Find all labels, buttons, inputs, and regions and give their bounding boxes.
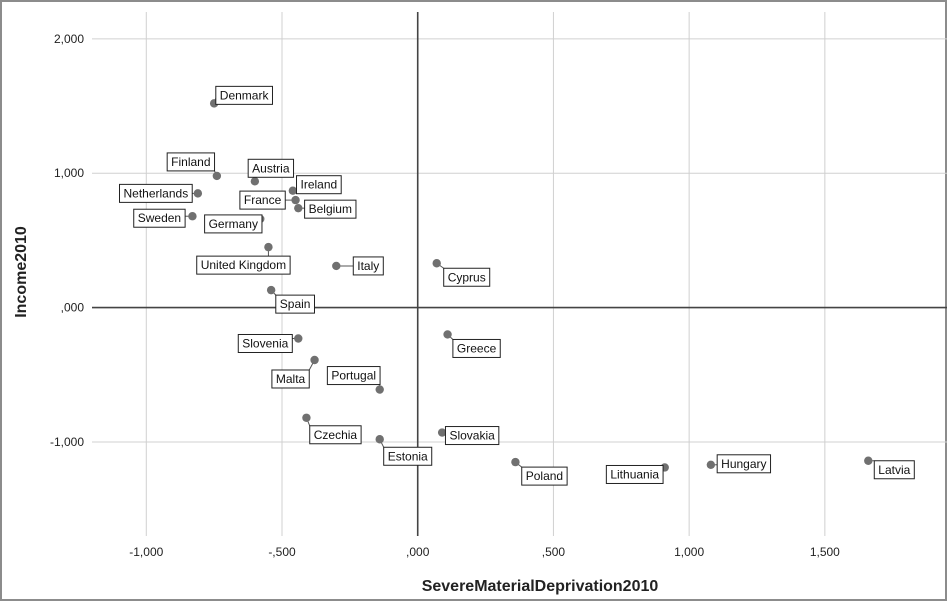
point-label-box (605, 464, 664, 484)
point-label-text: Poland (526, 469, 563, 483)
point-label-box (352, 256, 384, 276)
point-label-text: United Kingdom (201, 258, 286, 272)
x-tick-label: ,000 (406, 545, 430, 559)
point-label-box (166, 152, 216, 172)
data-point (864, 456, 873, 465)
point-labels: Denmark Finland Austria Netherlands Ireland F… (118, 85, 915, 486)
point-label-text: Denmark (220, 88, 270, 102)
point-label-text: Austria (252, 161, 290, 175)
data-point (375, 435, 384, 444)
point-label-box (873, 460, 915, 480)
point-label-text: Slovakia (449, 429, 495, 443)
point-label-box (452, 338, 501, 358)
point-label-text: Germany (209, 217, 258, 231)
data-point (706, 460, 716, 469)
data-point (291, 195, 300, 205)
x-tick-label: 1,500 (810, 545, 840, 559)
data-point (310, 355, 319, 365)
data-point (432, 259, 441, 268)
data-point (188, 212, 197, 221)
point-label-text: Italy (357, 259, 379, 273)
point-label-text: Spain (280, 297, 311, 311)
data-point (511, 457, 520, 467)
point-label-box (296, 175, 342, 195)
data-point (302, 413, 311, 422)
point-label-box (247, 158, 295, 178)
point-label-box (271, 369, 310, 389)
point-label-text: Czechia (314, 428, 358, 442)
point-label-box (275, 294, 315, 314)
point-label-box (204, 214, 263, 234)
data-point (375, 385, 384, 394)
point-label-box (521, 466, 568, 486)
point-label-box (716, 454, 772, 474)
y-tick-label: -1,000 (50, 435, 84, 449)
data-point (294, 334, 303, 343)
point-label-text: Ireland (301, 178, 338, 192)
y-tick-label: 2,000 (54, 32, 84, 46)
data-point (437, 428, 447, 437)
point-label-text: Lithuania (610, 467, 659, 481)
point-label-box (326, 366, 381, 386)
point-label-box (309, 425, 362, 445)
y-tick-label: ,000 (61, 301, 85, 315)
point-label-text: Estonia (388, 449, 428, 463)
point-label-text: France (244, 193, 282, 207)
x-tick-label: -1,000 (129, 545, 163, 559)
point-label-box (215, 85, 273, 105)
data-point (250, 177, 260, 186)
leader-lines (185, 86, 875, 468)
point-label-box (443, 267, 491, 287)
point-label-text: Malta (276, 372, 306, 386)
point-label-box (196, 255, 291, 275)
x-tick-label: -,500 (268, 545, 296, 559)
data-point (443, 330, 452, 339)
y-axis-title: Income2010 (13, 226, 30, 318)
data-point (264, 242, 273, 252)
x-tick-label: ,500 (542, 545, 566, 559)
point-label-text: Hungary (721, 457, 766, 471)
point-label-box (118, 183, 193, 203)
x-tick-label: 1,000 (674, 545, 704, 559)
data-point (294, 203, 303, 213)
point-label-box (237, 333, 293, 353)
gridlines (92, 12, 947, 536)
point-label-text: Greece (457, 341, 497, 355)
point-label-box (239, 190, 286, 210)
tick-labels: -1,000 -,500 ,000 ,500 1,000 1,500 2,000 1,000,… (50, 32, 840, 559)
y-tick-label: 1,000 (54, 166, 84, 180)
data-points (188, 99, 873, 472)
x-axis-title: SevereMaterialDeprivation2010 (422, 578, 659, 595)
point-label-text: Cyprus (448, 270, 486, 284)
point-label-text: Finland (171, 155, 210, 169)
point-label-text: Netherlands (123, 186, 188, 200)
point-label-text: Sweden (138, 211, 181, 225)
data-point (332, 261, 341, 271)
point-label-box (444, 426, 500, 446)
point-label-text: Slovenia (242, 336, 288, 350)
point-label-text: Portugal (331, 369, 376, 383)
point-label-text: Belgium (309, 202, 352, 216)
point-label-text: Latvia (878, 463, 910, 477)
data-point (266, 285, 276, 295)
data-point (193, 189, 203, 198)
point-label-box (133, 208, 186, 228)
data-point (212, 171, 222, 181)
data-point (288, 186, 298, 195)
point-label-box (304, 199, 357, 219)
point-label-box (383, 446, 433, 466)
